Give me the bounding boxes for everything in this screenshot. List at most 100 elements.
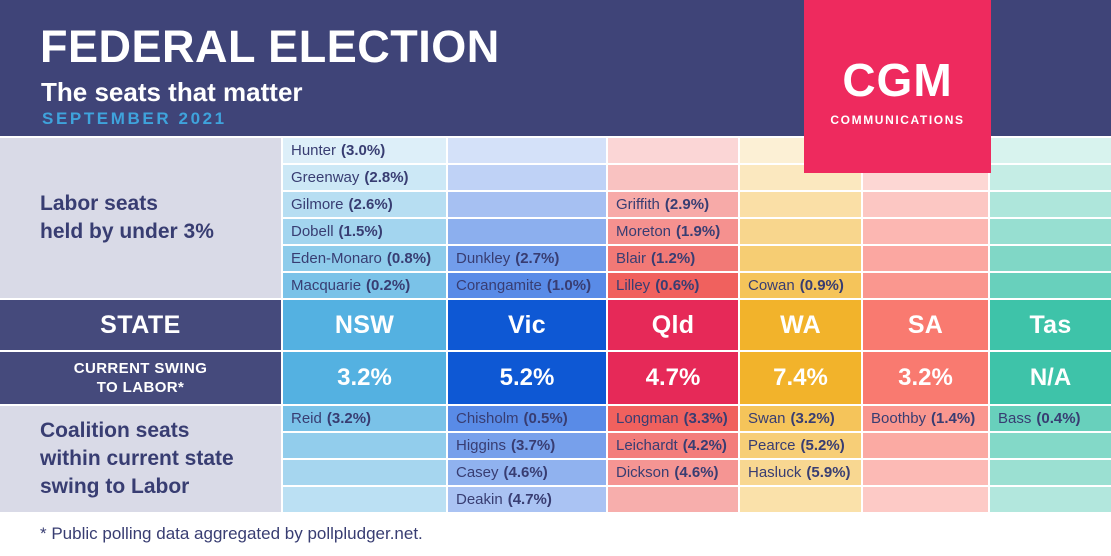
seat-name: Casey: [456, 464, 499, 481]
seat-margin: (4.7%): [507, 491, 552, 508]
seat-margin: (1.5%): [338, 223, 383, 240]
seat-margin: (3.0%): [341, 142, 386, 159]
seat-margin: (2.8%): [364, 169, 409, 186]
labor-seat-cell-sa: [863, 246, 988, 271]
seat-name: Macquarie: [291, 277, 362, 294]
seats-table: Labor seats held by under 3% STATE CURRE…: [0, 138, 1111, 512]
seat-name: Swan: [748, 410, 786, 427]
labor-seat-cell-vic: Dunkley (2.7%): [448, 246, 606, 271]
coalition-seat-cell-sa: [863, 460, 988, 485]
state-header-tas: Tas: [990, 300, 1111, 350]
seat-name: Hunter: [291, 142, 337, 159]
swing-value-wa: 7.4%: [740, 352, 861, 404]
seat-name: Corangamite: [456, 277, 542, 294]
seat-name: Gilmore: [291, 196, 344, 213]
coalition-seat-cell-qld: Longman (3.3%): [608, 406, 738, 431]
state-header-sa: SA: [863, 300, 988, 350]
seat-margin: (0.8%): [386, 250, 432, 267]
coalition-seat-cell-wa: Pearce (5.2%): [740, 433, 861, 458]
seat-name: Griffith: [616, 196, 660, 213]
seat-margin: (3.7%): [511, 437, 556, 454]
seat-margin: (1.2%): [651, 250, 696, 267]
state-header-nsw: NSW: [283, 300, 446, 350]
labor-seat-cell-nsw: Macquarie (0.2%): [283, 273, 446, 298]
coalition-seat-cell-sa: [863, 433, 988, 458]
state-header-wa: WA: [740, 300, 861, 350]
seat-margin: (0.4%): [1036, 410, 1081, 427]
labor-seat-cell-qld: [608, 165, 738, 190]
seat-name: Longman: [616, 410, 679, 427]
coalition-seat-cell-vic: Deakin (4.7%): [448, 487, 606, 512]
labor-seat-cell-nsw: Hunter (3.0%): [283, 138, 446, 163]
labor-seat-cell-vic: [448, 192, 606, 217]
seat-margin: (5.2%): [800, 437, 845, 454]
seat-margin: (4.2%): [682, 437, 727, 454]
coalition-seat-cell-tas: [990, 433, 1111, 458]
seat-margin: (2.7%): [515, 250, 560, 267]
labor-seat-cell-nsw: Eden-Monaro (0.8%): [283, 246, 446, 271]
coalition-seat-cell-nsw: [283, 460, 446, 485]
seat-margin: (0.9%): [799, 277, 844, 294]
labor-seat-cell-wa: [740, 219, 861, 244]
labor-seat-cell-qld: Griffith (2.9%): [608, 192, 738, 217]
coalition-seat-cell-sa: Boothby (1.4%): [863, 406, 988, 431]
footnote-text: * Public polling data aggregated by poll…: [40, 524, 423, 543]
seat-margin: (0.6%): [655, 277, 700, 294]
coalition-seat-cell-qld: [608, 487, 738, 512]
seat-name: Boothby: [871, 410, 927, 427]
swing-value-vic: 5.2%: [448, 352, 606, 404]
seat-margin: (3.3%): [683, 410, 728, 427]
labor-seat-cell-vic: Corangamite (1.0%): [448, 273, 606, 298]
labor-seat-cell-nsw: Greenway (2.8%): [283, 165, 446, 190]
date-label: SEPTEMBER 2021: [42, 109, 227, 128]
coalition-seat-cell-tas: [990, 460, 1111, 485]
logo-text: CGM: [842, 53, 953, 106]
page-subtitle: The seats that matter: [41, 77, 303, 107]
seat-margin: (3.2%): [326, 410, 372, 427]
seat-name: Blair: [616, 250, 647, 267]
labor-seat-cell-vic: [448, 165, 606, 190]
labor-seat-cell-tas: [990, 273, 1111, 298]
seat-name: Reid: [291, 410, 322, 427]
swing-value-qld: 4.7%: [608, 352, 738, 404]
labor-seat-cell-vic: [448, 138, 606, 163]
labor-seat-cell-sa: [863, 273, 988, 298]
swing-row-label: CURRENT SWING TO LABOR*: [0, 352, 281, 404]
seat-name: Pearce: [748, 437, 796, 454]
seat-margin: (1.4%): [931, 410, 976, 427]
labor-seat-cell-tas: [990, 138, 1111, 163]
labor-section-label: Labor seats held by under 3%: [0, 138, 281, 298]
state-header-qld: Qld: [608, 300, 738, 350]
swing-value-nsw: 3.2%: [283, 352, 446, 404]
labor-seat-cell-sa: [863, 219, 988, 244]
seat-margin: (2.9%): [664, 196, 710, 213]
labor-seat-cell-vic: [448, 219, 606, 244]
coalition-seat-cell-qld: Leichardt (4.2%): [608, 433, 738, 458]
coalition-section-label: Coalition seats within current state swi…: [0, 406, 281, 512]
seat-name: Hasluck: [748, 464, 802, 481]
coalition-seat-cell-nsw: [283, 433, 446, 458]
seat-margin: (5.9%): [806, 464, 851, 481]
coalition-seat-cell-sa: [863, 487, 988, 512]
coalition-seat-cell-wa: Hasluck (5.9%): [740, 460, 861, 485]
seat-margin: (1.9%): [676, 223, 721, 240]
state-row-label: STATE: [0, 300, 281, 350]
seat-name: Eden-Monaro: [291, 250, 382, 267]
labor-seat-cell-wa: Cowan (0.9%): [740, 273, 861, 298]
coalition-seat-cell-vic: Chisholm (0.5%): [448, 406, 606, 431]
coalition-seat-cell-vic: Casey (4.6%): [448, 460, 606, 485]
seat-name: Moreton: [616, 223, 672, 240]
labor-seat-cell-qld: Lilley (0.6%): [608, 273, 738, 298]
labor-seat-cell-qld: [608, 138, 738, 163]
labor-seat-cell-sa: [863, 192, 988, 217]
seat-name: Greenway: [291, 169, 360, 186]
seat-margin: (1.0%): [546, 277, 592, 294]
seat-margin: (0.5%): [523, 410, 568, 427]
coalition-seat-cell-qld: Dickson (4.6%): [608, 460, 738, 485]
labor-seat-cell-nsw: Gilmore (2.6%): [283, 192, 446, 217]
labor-seat-cell-tas: [990, 165, 1111, 190]
state-header-vic: Vic: [448, 300, 606, 350]
labor-seat-cell-qld: Moreton (1.9%): [608, 219, 738, 244]
seat-name: Cowan: [748, 277, 795, 294]
seat-name: Bass: [998, 410, 1032, 427]
